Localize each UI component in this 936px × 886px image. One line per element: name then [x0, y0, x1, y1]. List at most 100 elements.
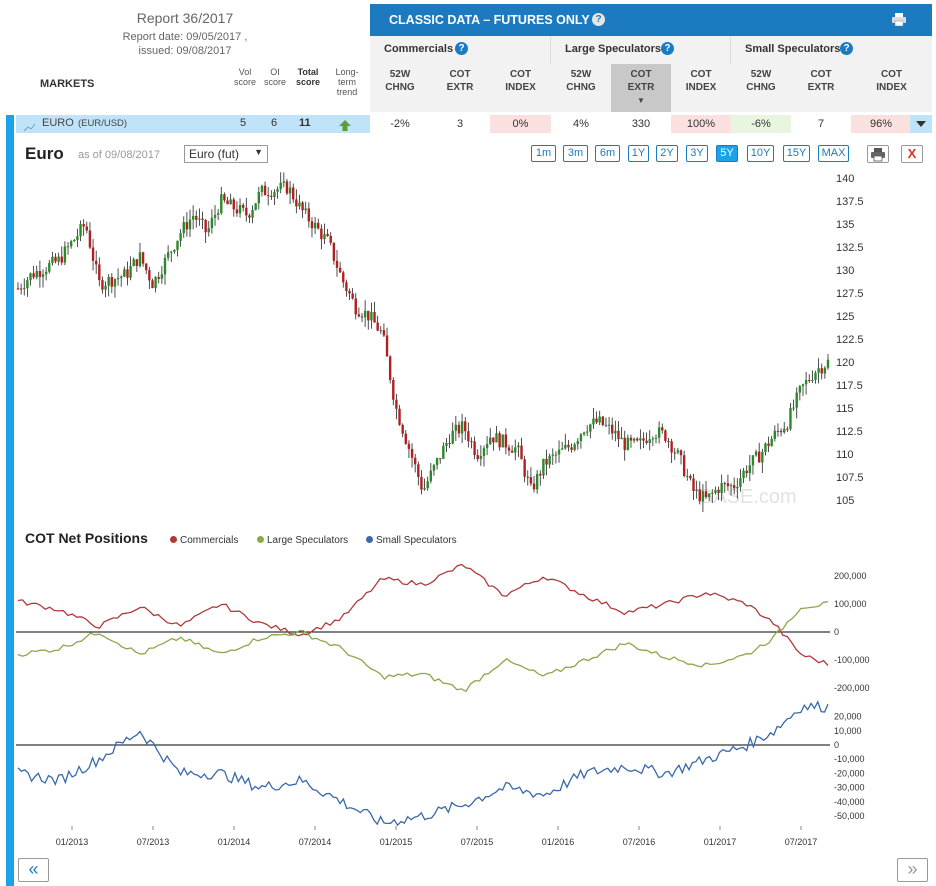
- small-spec-y-tick: 0: [834, 740, 839, 750]
- candle-body: [279, 182, 282, 190]
- candle-body: [182, 222, 185, 234]
- candle-body: [467, 431, 470, 442]
- candle-body: [338, 267, 342, 273]
- left-accent-bar: [6, 115, 14, 886]
- price-y-tick: 105: [836, 495, 854, 507]
- timeframe-MAX[interactable]: MAX: [818, 145, 849, 162]
- candle-body: [69, 241, 73, 247]
- close-chart-button[interactable]: X: [901, 145, 923, 163]
- candle-body: [423, 488, 426, 490]
- candle-body: [664, 430, 667, 441]
- candle-body: [714, 489, 717, 493]
- candle-body: [138, 252, 142, 266]
- candle-body: [307, 208, 311, 222]
- subcol-header-2[interactable]: COT INDEX: [490, 64, 551, 112]
- timeframe-6m[interactable]: 6m: [595, 145, 620, 162]
- candle-body: [113, 279, 117, 287]
- candle-body: [820, 368, 823, 374]
- candle-body: [582, 432, 586, 435]
- next-button[interactable]: »: [897, 858, 928, 882]
- price-y-tick: 112.5: [836, 426, 863, 438]
- help-icon[interactable]: ?: [661, 42, 674, 55]
- legend-item[interactable]: Large Speculators: [257, 535, 348, 546]
- help-icon[interactable]: ?: [455, 42, 468, 55]
- subcol-header-5[interactable]: COT INDEX: [671, 64, 731, 112]
- timeframe-1m[interactable]: 1m: [531, 145, 556, 162]
- market-select[interactable]: Euro (fut) ▼: [184, 145, 268, 163]
- candle-body: [176, 240, 179, 250]
- price-y-tick: 120: [836, 357, 854, 369]
- cot-y-tick: -100,000: [834, 655, 870, 665]
- help-icon[interactable]: ?: [840, 42, 853, 55]
- price-y-tick: 132.5: [836, 242, 864, 254]
- timeframe-5Y[interactable]: 5Y: [716, 145, 738, 162]
- timeframe-10Y[interactable]: 10Y: [747, 145, 774, 162]
- legend-item[interactable]: Small Speculators: [366, 535, 457, 546]
- candle-body: [301, 202, 304, 211]
- x-tick-label: 01/2016: [542, 837, 575, 847]
- candle-body: [170, 251, 173, 253]
- row-expand-button[interactable]: [910, 115, 932, 133]
- candle-body: [529, 477, 533, 484]
- candle-body: [661, 427, 664, 431]
- candle-body: [66, 246, 70, 248]
- candle-body: [404, 433, 407, 444]
- help-icon[interactable]: ?: [592, 13, 605, 26]
- candle-body: [104, 285, 107, 290]
- timeframe-2Y[interactable]: 2Y: [656, 145, 678, 162]
- candle-body: [592, 418, 595, 425]
- candle-body: [654, 437, 658, 439]
- chart-print-button[interactable]: [867, 145, 889, 163]
- candle-body: [204, 219, 207, 233]
- price-y-tick: 107.5: [836, 472, 864, 484]
- candle-body: [76, 236, 79, 241]
- candle-body: [345, 282, 348, 291]
- print-icon[interactable]: [892, 13, 906, 29]
- subcol-header-4[interactable]: COT EXTR ▼: [611, 64, 671, 112]
- price-y-tick: 137.5: [836, 196, 864, 208]
- candle-body: [532, 483, 536, 490]
- market-cell-1: 3: [430, 115, 490, 133]
- candle-body: [795, 392, 798, 408]
- subcol-header-1[interactable]: COT EXTR: [430, 64, 490, 112]
- candle-body: [123, 269, 126, 277]
- price-y-tick: 140: [836, 173, 854, 185]
- timeframe-3Y[interactable]: 3Y: [686, 145, 708, 162]
- candle-body: [213, 214, 217, 218]
- candle-body: [79, 224, 82, 237]
- candle-body: [564, 444, 567, 449]
- candle-body: [642, 438, 645, 441]
- candle-body: [557, 449, 561, 455]
- subcol-header-3[interactable]: 52W CHNG: [551, 64, 611, 112]
- price-y-tick: 122.5: [836, 334, 864, 346]
- candle-body: [798, 386, 802, 393]
- cot-series-commercials: [17, 563, 829, 666]
- candle-body: [229, 199, 232, 205]
- subcol-header-0[interactable]: 52W CHNG: [370, 64, 430, 112]
- candle-body: [151, 280, 154, 289]
- market-symbol: (EUR/USD): [78, 118, 128, 129]
- timeframe-1Y[interactable]: 1Y: [628, 145, 649, 162]
- timeframe-15Y[interactable]: 15Y: [783, 145, 810, 162]
- candle-body: [120, 276, 123, 278]
- subcol-header-6[interactable]: 52W CHNG: [731, 64, 791, 112]
- candle-body: [717, 489, 720, 493]
- small-spec-y-tick: -40,000: [834, 797, 865, 807]
- long-term-trend-header: Long-term trend: [335, 67, 359, 97]
- cot-series-small-speculators: [17, 700, 829, 827]
- subcol-header-8[interactable]: COT INDEX: [851, 64, 932, 112]
- candle-body: [116, 277, 120, 280]
- candle-body: [226, 200, 229, 205]
- x-tick-label: 07/2013: [137, 837, 170, 847]
- legend-item[interactable]: Commercials: [170, 535, 238, 546]
- candle-body: [135, 259, 139, 266]
- market-row-euro[interactable]: EURO (EUR/USD) 5 6 11: [16, 115, 370, 133]
- candle-body: [507, 447, 511, 451]
- candle-body: [191, 215, 195, 220]
- timeframe-3m[interactable]: 3m: [563, 145, 588, 162]
- candle-body: [323, 233, 326, 240]
- prev-button[interactable]: «: [18, 858, 49, 882]
- subcol-header-7[interactable]: COT EXTR: [791, 64, 851, 112]
- candle-body: [682, 455, 686, 477]
- candle-body: [548, 455, 551, 465]
